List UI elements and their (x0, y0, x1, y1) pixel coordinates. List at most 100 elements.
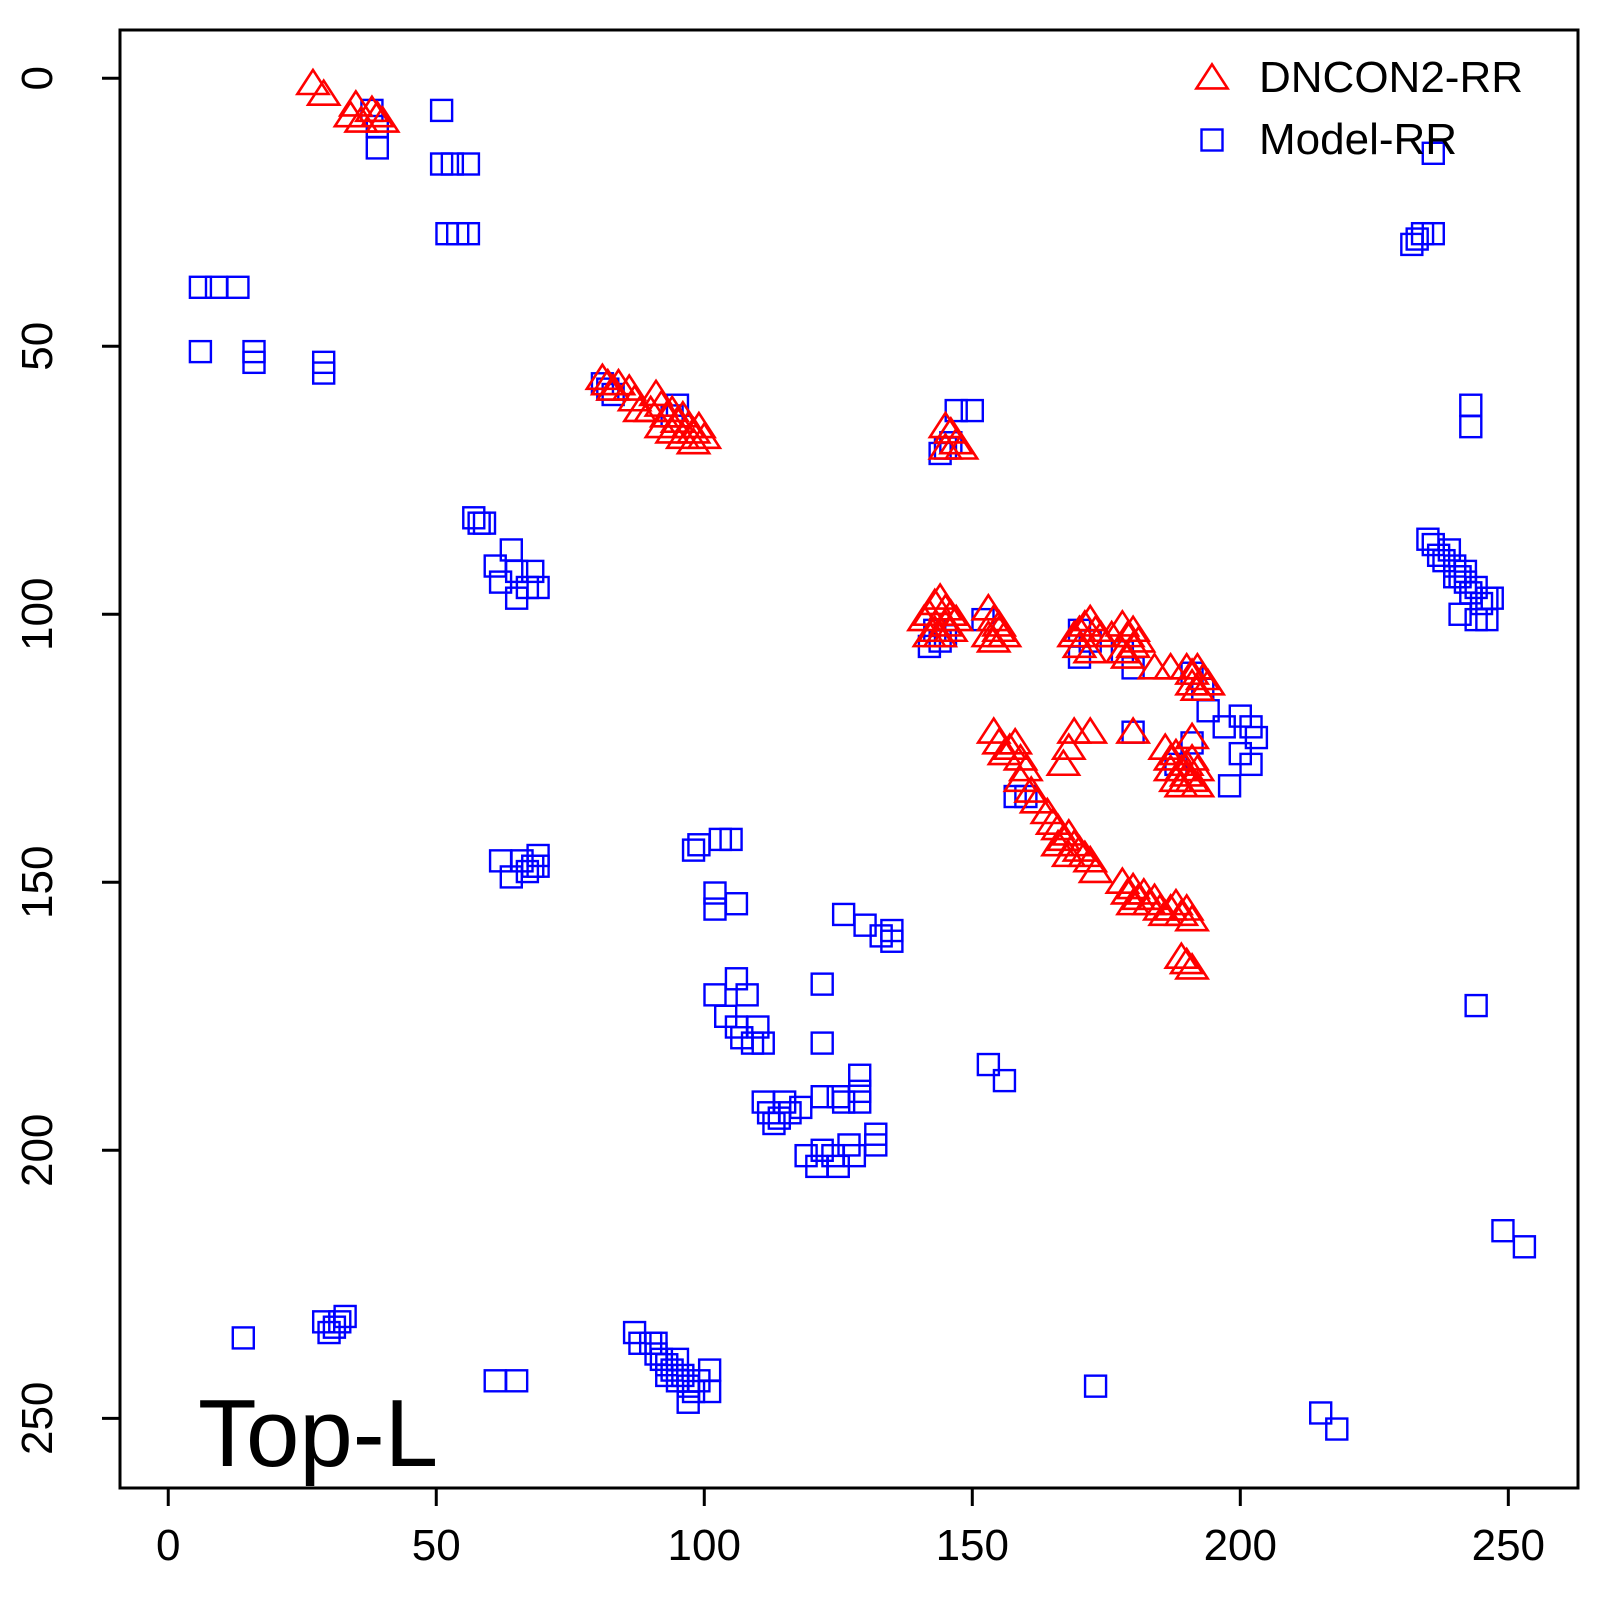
triangle-point (1115, 630, 1152, 659)
square-point (365, 136, 389, 160)
triangle-point (986, 737, 1023, 766)
triangle-point (1179, 673, 1216, 702)
square-point (992, 1068, 1017, 1093)
square-point (526, 854, 550, 878)
series-model-rr (188, 98, 1537, 1441)
square-point (676, 1390, 700, 1414)
square-point (810, 1031, 834, 1055)
triangle-point (922, 582, 959, 610)
triangle-point (970, 592, 1007, 621)
square-point (1448, 602, 1472, 626)
triangle-point (1077, 614, 1114, 643)
square-point (751, 1031, 775, 1055)
triangle-point (927, 592, 964, 621)
square-point (735, 983, 759, 1007)
square-point (644, 1331, 668, 1355)
x-tick-label: 100 (668, 1521, 741, 1570)
legend-label: Model-RR (1259, 115, 1457, 164)
legend-marker-triangle (1194, 61, 1230, 90)
square-point (242, 350, 266, 375)
triangle-point (1174, 667, 1211, 696)
triangle-point (1056, 619, 1093, 648)
y-tick-label: 0 (13, 66, 62, 90)
plot-frame (118, 28, 1580, 1490)
triangle-point (1168, 893, 1205, 921)
square-point (526, 575, 550, 600)
triangle-point (1072, 603, 1109, 632)
triangle-point (364, 105, 401, 133)
square-point (960, 398, 984, 423)
square-point (504, 1369, 529, 1393)
square-point (1459, 414, 1483, 439)
triangle-point (1050, 839, 1087, 868)
square-point (472, 511, 497, 535)
triangle-point (584, 362, 621, 391)
triangle-point (294, 67, 331, 96)
triangle-point (1072, 716, 1109, 744)
square-point (1309, 1401, 1333, 1425)
square-point (944, 398, 968, 423)
triangle-point (1077, 855, 1114, 884)
square-point (1512, 1235, 1537, 1259)
x-tick-label: 250 (1472, 1521, 1545, 1570)
triangle-point (1040, 828, 1077, 857)
square-point (1437, 538, 1462, 562)
square-point (1244, 725, 1269, 750)
x-tick-label: 0 (156, 1521, 180, 1570)
triangle-point (1179, 769, 1216, 798)
triangle-point (1174, 721, 1211, 750)
triangle-point (970, 619, 1007, 648)
square-point (1083, 1374, 1108, 1398)
triangle-point (1115, 716, 1152, 744)
triangle-point (1115, 614, 1152, 643)
triangle-point (911, 619, 948, 648)
triangle-point (991, 732, 1028, 760)
square-point (681, 838, 706, 862)
triangle-point (1163, 941, 1200, 970)
square-point (810, 972, 834, 996)
triangle-point (1115, 887, 1152, 916)
y-tick-label: 50 (13, 322, 62, 371)
y-tick-label: 150 (13, 846, 62, 919)
square-point (188, 339, 213, 364)
series-layer (188, 67, 1537, 1441)
triangle-point (981, 614, 1018, 643)
square-point (665, 1347, 690, 1372)
triangle-point (638, 378, 675, 407)
triangle-point (1174, 952, 1211, 980)
square-point (429, 98, 454, 123)
square-point (772, 1090, 797, 1114)
square-point (1464, 993, 1488, 1018)
triangle-point (1168, 759, 1205, 787)
square-point (456, 152, 481, 176)
y-tick-label: 200 (13, 1114, 62, 1187)
triangle-point (927, 432, 964, 460)
triangle-point (632, 394, 669, 423)
square-point (456, 221, 481, 246)
square-point (848, 1090, 872, 1114)
square-point (976, 1052, 1001, 1077)
triangle-point (1174, 903, 1211, 932)
triangle-point (305, 78, 342, 107)
triangle-point (1152, 742, 1189, 771)
triangle-point (359, 99, 396, 128)
square-point (864, 1133, 888, 1157)
square-point (1475, 607, 1499, 632)
square-point (231, 1326, 255, 1350)
triangle-point (932, 614, 969, 643)
triangle-point (1104, 635, 1141, 664)
square-point (521, 559, 545, 584)
legend-label: DNCON2-RR (1259, 53, 1523, 102)
square-point (1217, 774, 1242, 798)
square-point (1453, 559, 1478, 584)
triangle-point (1002, 764, 1039, 793)
triangle-point (1120, 625, 1157, 653)
triangle-point (1136, 882, 1173, 911)
square-point (1421, 221, 1445, 246)
triangle-point (927, 608, 964, 637)
square-point (188, 275, 213, 299)
square-point (1405, 227, 1429, 251)
triangle-point (616, 383, 653, 412)
triangle-point (932, 598, 969, 626)
triangle-point (1168, 946, 1205, 975)
